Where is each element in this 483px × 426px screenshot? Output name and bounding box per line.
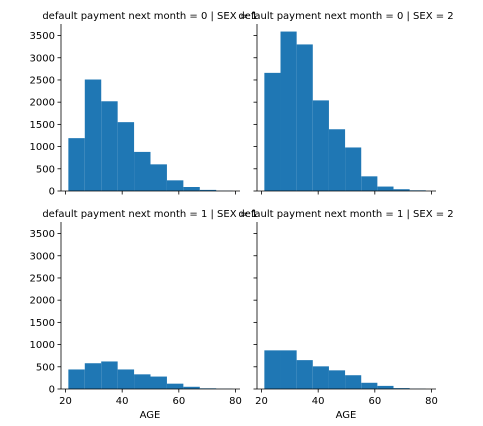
x-axis-title-left: AGE	[140, 410, 161, 421]
histogram-bar	[150, 376, 167, 389]
histogram-bar	[68, 369, 85, 389]
y-tick-label: 3500	[30, 229, 55, 240]
histogram-bar	[183, 187, 200, 191]
y-tick-label: 0	[49, 385, 55, 396]
y-tick-label: 3000	[30, 53, 55, 64]
histogram-bar	[345, 147, 362, 191]
x-tick-label: 20	[255, 396, 268, 407]
histogram-bar	[117, 369, 135, 389]
y-tick-label: 3500	[30, 31, 55, 42]
histogram-bar	[117, 122, 135, 191]
histogram-bar	[101, 361, 118, 389]
y-tick-label: 2000	[30, 296, 55, 307]
panel-female-default: default payment next month = 1 | SEX = 2…	[238, 209, 453, 407]
histogram-bar	[312, 100, 329, 191]
x-tick-label: 60	[172, 396, 185, 407]
y-tick-label: 2500	[30, 273, 55, 284]
histogram-bar	[166, 383, 184, 389]
y-tick-label: 1500	[30, 318, 55, 329]
y-tick-label: 1000	[30, 142, 55, 153]
x-tick-label: 40	[312, 396, 325, 407]
histogram-bar	[377, 385, 394, 389]
panel-title: default payment next month = 1 | SEX = 1	[42, 209, 257, 220]
histogram-bar	[393, 388, 410, 389]
histogram-bar	[150, 164, 167, 191]
x-tick-label: 40	[116, 396, 129, 407]
x-tick-label: 80	[229, 396, 242, 407]
y-tick-label: 500	[36, 164, 55, 175]
histogram-bar	[280, 31, 297, 191]
panel-title: default payment next month = 1 | SEX = 2	[238, 209, 453, 220]
histogram-bar	[361, 382, 378, 389]
histogram-bar	[393, 189, 410, 191]
histogram-bar	[199, 189, 217, 191]
panel-title: default payment next month = 0 | SEX = 2	[238, 11, 453, 22]
histogram-bar	[134, 151, 151, 191]
histogram-bar	[296, 44, 313, 192]
histogram-bar	[361, 176, 378, 191]
histogram-bar	[264, 72, 281, 191]
y-tick-label: 2000	[30, 98, 55, 109]
y-tick-label: 0	[49, 187, 55, 198]
x-tick-label: 20	[59, 396, 72, 407]
y-tick-label: 3000	[30, 251, 55, 262]
histogram-bar	[134, 374, 151, 389]
y-tick-label: 1500	[30, 120, 55, 131]
histogram-bar	[312, 366, 329, 389]
y-tick-label: 500	[36, 362, 55, 373]
histogram-bar	[68, 138, 85, 191]
panel-title: default payment next month = 0 | SEX = 1	[42, 11, 257, 22]
histogram-bar	[183, 386, 200, 389]
histogram-bar	[328, 129, 346, 191]
histogram-bar	[328, 370, 346, 389]
histogram-bar	[296, 360, 313, 389]
y-tick-label: 2500	[30, 75, 55, 86]
histogram-bar	[166, 180, 184, 191]
histogram-bar	[264, 350, 281, 389]
panel-female-no-default: default payment next month = 0 | SEX = 2	[238, 11, 454, 195]
histogram-bar	[84, 363, 102, 389]
panel-male-no-default: default payment next month = 0 | SEX = 1…	[30, 11, 258, 198]
x-axis-title-right: AGE	[336, 410, 357, 421]
histogram-bar	[377, 186, 394, 191]
histogram-bar	[345, 375, 362, 389]
panel-male-default: default payment next month = 1 | SEX = 1…	[30, 209, 258, 407]
y-tick-label: 1000	[30, 340, 55, 351]
histogram-bar	[84, 79, 102, 191]
x-tick-label: 80	[425, 396, 438, 407]
x-tick-label: 60	[368, 396, 381, 407]
histogram-bar	[101, 101, 118, 191]
histogram-bar	[280, 350, 297, 389]
